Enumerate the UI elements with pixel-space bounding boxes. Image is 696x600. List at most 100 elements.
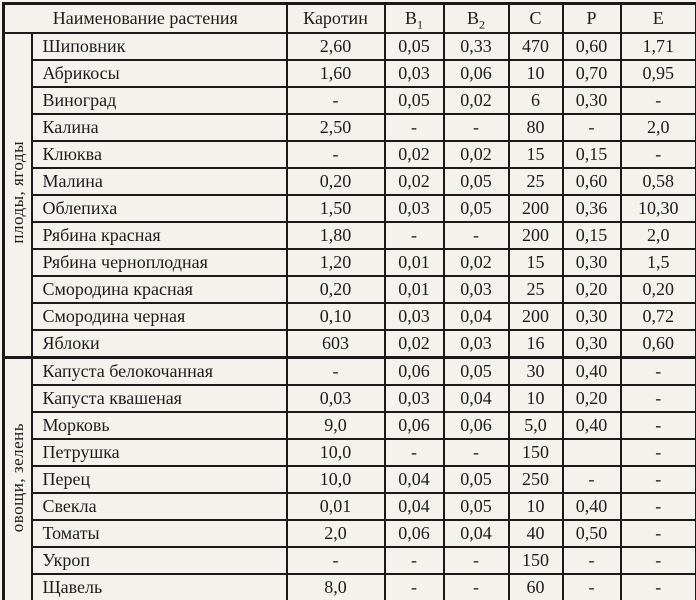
table-row: Виноград -0,05 0,02 6 0,30-	[4, 86, 696, 115]
value-cell: -	[619, 438, 696, 467]
value-cell: 0,20	[561, 384, 622, 413]
value-cell: 0,06	[383, 411, 445, 440]
value-cell: -	[619, 86, 696, 115]
value-cell: 0,05	[383, 32, 445, 61]
value-cell: -	[285, 86, 386, 115]
column-header-label: B	[404, 8, 417, 29]
value-cell: -	[383, 546, 445, 575]
plant-name-cell: Калина	[30, 113, 288, 142]
value-cell: 0,30	[561, 248, 622, 277]
value-cell: -	[619, 492, 696, 521]
value-cell: 1,5	[619, 248, 696, 277]
plant-name-cell: Томаты	[30, 519, 288, 548]
column-header-e: E	[619, 2, 696, 34]
plant-name-cell: Щавель	[30, 573, 288, 600]
value-cell: -	[561, 113, 622, 142]
value-cell: 0,05	[442, 194, 510, 223]
value-cell: 0,02	[442, 248, 510, 277]
table-row: Морковь 9,0 0,06 0,06 5,0 0,40-	[4, 411, 696, 440]
value-cell: 0,02	[383, 140, 445, 169]
column-header-label: P	[586, 8, 597, 29]
value-cell: -	[383, 438, 445, 467]
value-cell: -	[619, 384, 696, 413]
value-cell: 0,60	[619, 329, 696, 359]
value-cell: 80	[507, 113, 564, 142]
value-cell: 0,15	[561, 221, 622, 250]
value-cell: 0,30	[561, 329, 622, 359]
plant-name-cell: Облепиха	[30, 194, 288, 223]
value-cell: 0,03	[442, 275, 510, 304]
table-row: Петрушка 10,0- -150-	[4, 438, 696, 467]
table-row: овощи, зелень Капуста белокочанная -0,06 0,…	[2, 356, 696, 600]
value-cell: 0,70	[561, 59, 622, 88]
value-cell: 0,03	[442, 329, 510, 359]
value-cell: 0,01	[383, 248, 445, 277]
value-cell: 0,30	[561, 302, 622, 331]
value-cell: 0,50	[561, 519, 622, 548]
table-row: Малина 0,20 0,02 0,05 25 0,60 0,58	[4, 167, 696, 196]
section-label-cell: овощи, зелень	[2, 356, 33, 600]
value-cell: 25	[507, 167, 564, 196]
value-cell: -	[619, 573, 696, 600]
value-cell: 0,02	[442, 86, 510, 115]
plant-name-cell: Яблоки	[30, 329, 288, 359]
plant-name-cell: Свекла	[30, 492, 288, 521]
value-cell: 0,20	[285, 275, 386, 304]
plant-name-cell: Рябина красная	[30, 221, 288, 250]
value-cell: 0,01	[285, 492, 386, 521]
value-cell: 10,0	[285, 438, 386, 467]
plant-name-cell: Петрушка	[30, 438, 288, 467]
value-cell	[561, 438, 622, 467]
value-cell: 0,95	[619, 59, 696, 88]
value-cell: 1,50	[285, 194, 386, 223]
value-cell: -	[285, 140, 386, 169]
value-cell: 2,60	[285, 32, 386, 61]
value-cell: 0,04	[442, 384, 510, 413]
plant-name-cell: Перец	[30, 465, 288, 494]
column-header-p: P	[561, 2, 622, 34]
column-header-c: C	[507, 2, 564, 34]
value-cell: 1,20	[285, 248, 386, 277]
value-cell: 0,01	[383, 275, 445, 304]
value-cell: 200	[507, 194, 564, 223]
table-row: Капуста квашеная 0,03 0,03 0,04 10 0,20-	[4, 384, 696, 413]
value-cell: 0,40	[561, 356, 622, 386]
value-cell: -	[442, 221, 510, 250]
value-cell: -	[619, 465, 696, 494]
value-cell: 200	[507, 302, 564, 331]
value-cell: 470	[507, 32, 564, 61]
value-cell: 2,0	[619, 221, 696, 250]
value-cell: 0,06	[442, 411, 510, 440]
table-row: Клюква -0,02 0,02 15 0,15-	[4, 140, 696, 169]
column-header-carotene: Каротин	[285, 2, 386, 34]
value-cell: 603	[285, 329, 386, 359]
value-cell: -	[285, 546, 386, 575]
value-cell: 0,30	[561, 86, 622, 115]
table-row: Томаты 2,0 0,06 0,04 40 0,50-	[4, 519, 696, 548]
table-row: Укроп - - -150- -	[4, 546, 696, 575]
value-cell: 8,0	[285, 573, 386, 600]
value-cell: -	[619, 546, 696, 575]
value-cell: 5,0	[507, 411, 564, 440]
value-cell: 0,06	[383, 356, 445, 386]
value-cell: 10	[507, 384, 564, 413]
value-cell: 0,58	[619, 167, 696, 196]
value-cell: -	[442, 113, 510, 142]
plant-name-cell: Укроп	[30, 546, 288, 575]
value-cell: 0,40	[561, 492, 622, 521]
value-cell: 10	[507, 59, 564, 88]
value-cell: 0,05	[383, 86, 445, 115]
header-row: Наименование растения Каротин B1 B2 C P …	[2, 2, 696, 34]
value-cell: 150	[507, 546, 564, 575]
table-row: Яблоки 603 0,02 0,03 16 0,30 0,60	[4, 329, 696, 359]
column-header-label: Каротин	[303, 8, 368, 29]
value-cell: 0,03	[383, 194, 445, 223]
value-cell: -	[619, 356, 696, 386]
value-cell: 1,60	[285, 59, 386, 88]
value-cell: 0,04	[383, 492, 445, 521]
column-header-label: B	[466, 8, 479, 29]
plant-name-cell: Шиповник	[30, 32, 288, 61]
value-cell: 0,20	[619, 275, 696, 304]
value-cell: -	[561, 546, 622, 575]
value-cell: -	[383, 573, 445, 600]
